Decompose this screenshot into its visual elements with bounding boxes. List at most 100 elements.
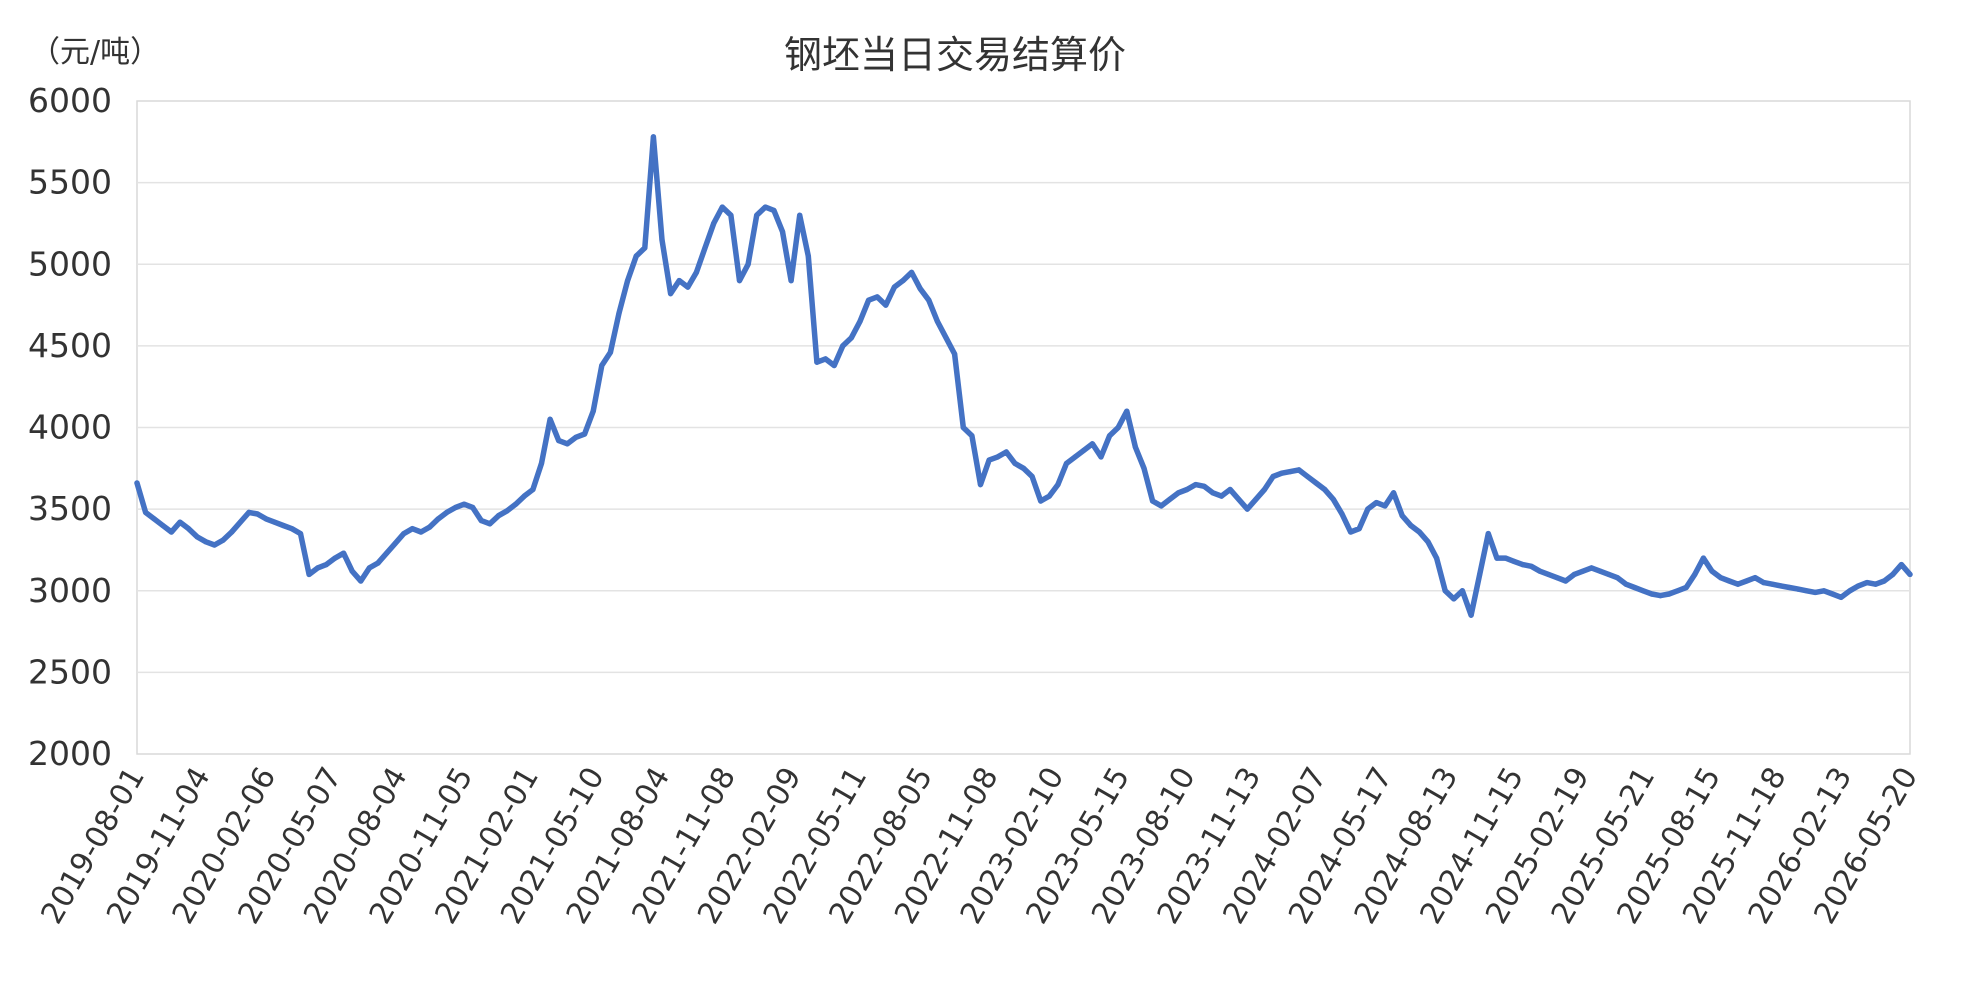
data-point <box>1571 571 1577 578</box>
data-point <box>573 434 579 440</box>
data-point <box>1873 581 1879 587</box>
data-point <box>934 318 941 324</box>
data-point <box>1683 584 1689 591</box>
data-point <box>797 212 803 218</box>
data-point <box>547 416 553 422</box>
data-point <box>736 278 743 284</box>
data-point <box>607 349 614 355</box>
data-point <box>1408 522 1414 529</box>
data-point <box>668 291 674 297</box>
data-point <box>650 134 657 140</box>
y-axis-unit-label: （元/吨） <box>30 35 160 70</box>
data-point <box>693 269 700 275</box>
data-point <box>384 550 390 556</box>
data-point <box>1769 581 1775 587</box>
data-point <box>1657 593 1663 599</box>
data-point <box>1778 583 1784 589</box>
data-point <box>1502 555 1509 561</box>
data-point <box>272 519 278 525</box>
data-point <box>926 297 932 303</box>
data-point <box>1201 483 1207 489</box>
data-point <box>883 302 889 308</box>
data-point <box>401 531 407 537</box>
data-point <box>1718 575 1724 581</box>
y-tick-label: 3500 <box>28 489 112 528</box>
data-point <box>1012 460 1018 466</box>
data-point <box>1373 500 1379 506</box>
data-point <box>1339 511 1345 517</box>
y-tick-label: 3000 <box>28 571 112 610</box>
data-point <box>358 578 364 584</box>
y-tick-label: 2500 <box>28 652 112 691</box>
data-point <box>1150 498 1156 504</box>
data-point <box>530 486 536 493</box>
data-point <box>1709 568 1715 574</box>
data-point <box>323 562 329 568</box>
data-point <box>1132 444 1138 450</box>
series-points <box>134 134 1913 618</box>
data-point <box>840 343 846 349</box>
data-point <box>1193 482 1199 488</box>
data-point <box>1330 496 1336 502</box>
data-point <box>211 542 218 548</box>
data-point <box>538 460 545 466</box>
data-point <box>1261 486 1268 493</box>
data-point <box>564 441 570 447</box>
data-point <box>194 534 200 540</box>
data-point <box>866 297 872 303</box>
data-point <box>1442 588 1448 594</box>
data-point <box>521 493 527 499</box>
data-point <box>1416 529 1422 535</box>
data-point <box>1322 486 1328 493</box>
data-point <box>1890 571 1896 578</box>
data-point <box>1046 493 1052 499</box>
data-point <box>134 480 140 486</box>
data-point <box>470 504 476 511</box>
data-point <box>315 565 321 571</box>
data-point <box>1675 588 1681 594</box>
data-point <box>366 565 372 571</box>
data-point <box>1391 490 1397 496</box>
data-point <box>1692 571 1698 578</box>
data-point <box>1356 526 1362 532</box>
data-point <box>229 529 235 535</box>
data-point <box>1614 575 1620 581</box>
data-point <box>909 269 915 275</box>
data-point <box>995 454 1001 460</box>
data-point <box>702 245 708 251</box>
data-point <box>263 516 269 522</box>
data-point <box>1141 465 1147 471</box>
data-point <box>1563 578 1569 584</box>
data-point <box>952 351 958 357</box>
data-point <box>711 220 717 226</box>
data-point <box>1649 591 1655 597</box>
data-point <box>203 539 209 545</box>
data-point <box>1545 571 1552 578</box>
data-point <box>969 433 975 439</box>
data-point <box>1236 496 1242 502</box>
data-point <box>444 509 450 515</box>
data-point <box>254 511 261 517</box>
data-point <box>659 237 665 243</box>
data-point <box>220 537 226 543</box>
data-point <box>977 482 984 488</box>
data-point <box>392 540 398 547</box>
data-point <box>1700 555 1706 561</box>
data-point <box>788 278 794 284</box>
data-point <box>719 204 725 210</box>
data-point <box>900 278 906 284</box>
data-point <box>917 286 923 292</box>
data-point <box>452 504 459 511</box>
data-point <box>1847 588 1853 594</box>
data-point <box>943 335 949 341</box>
data-point <box>237 519 243 525</box>
data-point <box>1743 578 1750 584</box>
y-tick-label: 6000 <box>28 81 112 120</box>
data-point <box>848 335 855 341</box>
data-point <box>1158 503 1164 509</box>
data-point <box>1167 496 1173 502</box>
data-point <box>1812 589 1818 596</box>
data-point <box>1244 506 1250 512</box>
data-point <box>332 555 338 561</box>
data-point <box>1554 575 1560 581</box>
